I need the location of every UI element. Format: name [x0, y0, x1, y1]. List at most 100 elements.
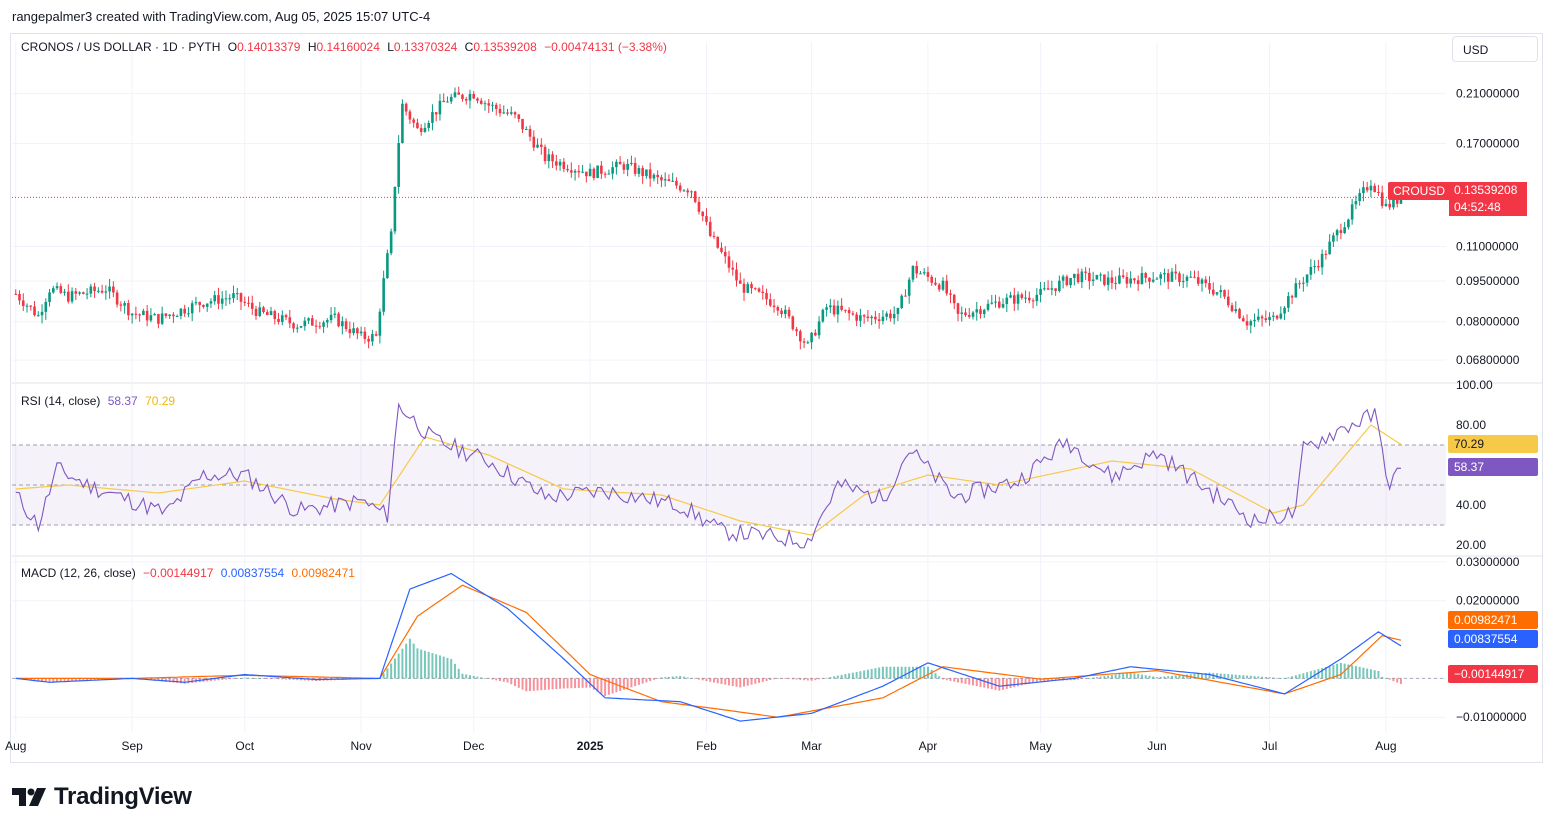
- macd-hist-bar: [266, 678, 269, 679]
- macd-hist-bar: [953, 678, 956, 682]
- candle-body: [607, 173, 611, 175]
- macd-hist-bar: [915, 666, 918, 679]
- macd-hist-bar: [382, 673, 385, 679]
- candle-body: [168, 314, 171, 316]
- candle-body: [877, 319, 881, 322]
- macd-hist-bar: [1080, 678, 1083, 680]
- x-tick-label: Oct: [235, 739, 254, 753]
- candle-body: [479, 100, 483, 104]
- tradingview-logo[interactable]: TradingView: [12, 783, 192, 811]
- macd-hist-bar: [622, 678, 625, 690]
- macd-hist-bar: [829, 677, 832, 679]
- macd-hist-bar: [408, 638, 411, 679]
- candle-body: [952, 294, 956, 304]
- candle-body: [731, 267, 735, 270]
- macd-hist-bar: [442, 656, 445, 679]
- macd-hist-bar: [525, 678, 528, 692]
- candle-body: [1302, 282, 1305, 284]
- macd-hist-bar: [581, 678, 584, 688]
- macd-hist-bar: [769, 678, 772, 681]
- macd-hist-bar: [285, 678, 288, 680]
- macd-hist-bar: [168, 678, 171, 683]
- candle-body: [660, 177, 663, 181]
- candle-body: [44, 301, 48, 312]
- candle-body: [63, 291, 66, 293]
- macd-hist-bar: [423, 650, 426, 679]
- macd-hist-bar: [1043, 678, 1046, 682]
- macd-hist-bar: [499, 678, 502, 682]
- candle-body: [693, 191, 697, 202]
- macd-hist-bar: [1313, 670, 1316, 679]
- macd-hist-bar: [74, 678, 77, 682]
- currency-button[interactable]: USD: [1452, 36, 1538, 62]
- macd-hist-bar: [866, 669, 869, 679]
- candle-body: [1264, 318, 1268, 321]
- candle-body: [844, 309, 847, 311]
- macd-hist-bar: [1388, 678, 1391, 680]
- candle-body: [382, 278, 385, 312]
- macd-axis-tag: 0.00837554: [1448, 630, 1538, 648]
- candle-body: [153, 314, 156, 316]
- macd-hist-bar: [1118, 674, 1121, 679]
- candle-body: [314, 325, 318, 327]
- macd-hist-bar: [660, 677, 663, 679]
- candle-body: [498, 108, 502, 114]
- candle-body: [847, 310, 851, 314]
- macd-hist-bar: [236, 678, 239, 679]
- macd-hist-value: −0.00144917: [143, 566, 214, 580]
- candle-body: [656, 174, 659, 178]
- macd-hist-bar: [176, 678, 179, 683]
- macd-signal-line: [15, 584, 1402, 718]
- candle-body: [408, 111, 412, 120]
- candle-body: [1166, 273, 1170, 282]
- candle-body: [1279, 313, 1283, 319]
- candle-body: [874, 316, 877, 320]
- macd-hist-bar: [788, 678, 791, 680]
- rsi-pane: [12, 402, 1446, 549]
- macd-hist-bar: [67, 678, 70, 682]
- macd-hist-bar: [998, 678, 1001, 691]
- macd-hist-bar: [296, 678, 299, 681]
- macd-hist-bar: [596, 678, 599, 692]
- x-tick-label: Nov: [350, 739, 371, 753]
- macd-hist-bar: [930, 669, 933, 679]
- candle-body: [431, 112, 434, 123]
- macd-hist-bar: [686, 677, 689, 679]
- candle-body: [528, 129, 532, 137]
- macd-hist-bar: [1399, 678, 1402, 685]
- macd-hist-bar: [547, 678, 550, 690]
- candle-body: [990, 302, 994, 304]
- rsi-title[interactable]: RSI (14, close): [21, 394, 101, 408]
- candle-body: [960, 312, 964, 314]
- candle-body: [1129, 278, 1132, 284]
- macd-hist-bar: [1159, 676, 1162, 679]
- candle-body: [1088, 272, 1091, 282]
- candle-body: [164, 313, 168, 316]
- macd-hist-bar: [1377, 670, 1380, 679]
- macd-hist-bar: [1366, 668, 1369, 679]
- candle-body: [941, 280, 945, 290]
- candle-body: [705, 216, 708, 222]
- candle-body: [994, 301, 997, 303]
- candle-body: [1388, 203, 1391, 208]
- macd-title[interactable]: MACD (12, 26, close): [21, 566, 136, 580]
- x-tick-label: Jul: [1262, 739, 1277, 753]
- candle-body: [566, 168, 569, 171]
- candle-body: [1223, 290, 1226, 297]
- candle-body: [157, 314, 160, 324]
- candle-body: [603, 173, 607, 175]
- candle-body: [1181, 280, 1185, 283]
- candle-body: [1215, 292, 1219, 295]
- price-tick-label: 0.09500000: [1456, 274, 1520, 288]
- candle-body: [393, 186, 397, 232]
- candle-body: [476, 98, 479, 101]
- macd-hist-bar: [945, 678, 948, 681]
- macd-hist-bar: [517, 678, 520, 688]
- macd-hist-bar: [164, 678, 167, 682]
- candle-body: [175, 315, 179, 317]
- candle-body: [1335, 230, 1339, 236]
- candle-body: [78, 292, 81, 294]
- candle-body: [926, 272, 930, 277]
- symbol-title[interactable]: CRONOS / US DOLLAR · 1D · PYTH: [21, 40, 221, 54]
